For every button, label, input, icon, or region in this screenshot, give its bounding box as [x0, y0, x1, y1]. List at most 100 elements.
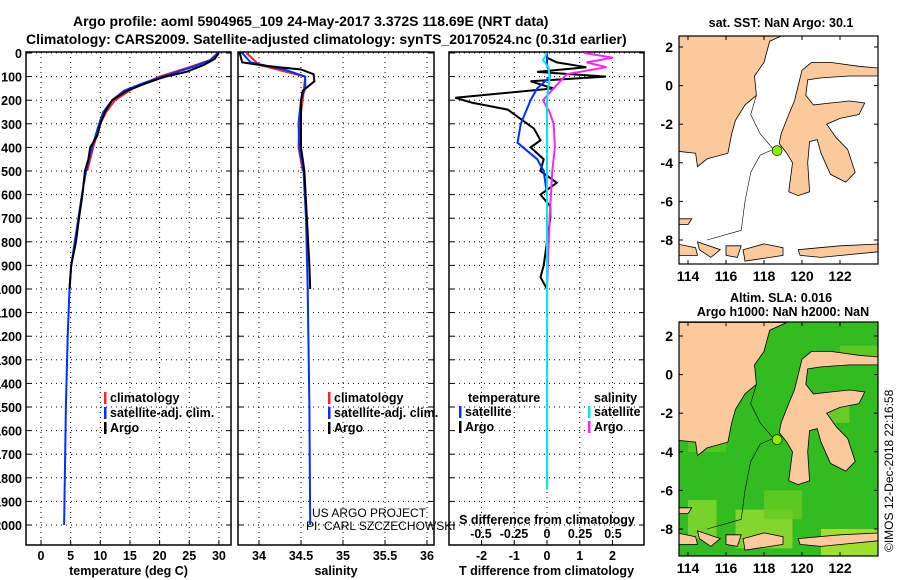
series-satellite-adj-clim- [241, 52, 312, 526]
map-x-tick-label: 122 [828, 560, 852, 576]
y-tick-label: 1600 [0, 425, 22, 439]
map-y-tick-label: -8 [661, 521, 674, 537]
x2-tick-label: 0 [544, 527, 551, 541]
x-tick-label: 35.5 [373, 549, 397, 563]
y-tick-label: 1200 [0, 330, 22, 344]
legend-title-temperature: temperature [468, 391, 540, 405]
legend-entry: Argo [334, 421, 364, 435]
sla-patch [764, 490, 802, 520]
legend-entry: Argo [110, 421, 140, 435]
x-tick-label: -2 [476, 549, 487, 563]
map-y-tick-label: 2 [665, 39, 673, 55]
map-y-tick-label: -2 [661, 405, 674, 421]
land-mass [742, 532, 784, 551]
legend-swatch [588, 421, 591, 433]
land-mass [696, 241, 722, 258]
land-mass [797, 532, 878, 547]
land-mass [778, 62, 878, 197]
y-tick-label: 1500 [0, 401, 22, 415]
x-tick-label: 34.5 [289, 549, 313, 563]
legend-swatch [459, 406, 462, 418]
x-tick-label: 10 [93, 549, 107, 563]
x-tick-label: 1 [576, 549, 583, 563]
map-x-tick-label: 116 [715, 268, 738, 284]
y-tick-label: 500 [1, 165, 22, 179]
sla-map-title-2: Argo h1000: NaN h2000: NaN [697, 305, 869, 319]
y-tick-label: 300 [1, 118, 22, 132]
y-tick-label: 100 [1, 71, 22, 85]
legend-entry: satellite [465, 405, 512, 419]
x2-tick-label: -0.5 [470, 527, 492, 541]
legend-swatch [459, 421, 462, 433]
map-x-tick-label: 118 [753, 268, 776, 284]
y-tick-label: 1400 [0, 377, 22, 391]
x-tick-label: 0 [38, 549, 45, 563]
x-tick-label: 36 [420, 549, 434, 563]
map-y-tick-label: 2 [665, 328, 673, 344]
series-climatology [86, 52, 219, 172]
map-x-tick-label: 122 [828, 268, 852, 284]
map-x-tick-label: 116 [715, 560, 738, 576]
legend-swatch [328, 392, 331, 404]
land-mass [679, 532, 699, 545]
project-line-2: PI: CARL SZCZECHOWSKI [306, 519, 456, 533]
y-tick-label: 600 [1, 189, 22, 203]
y-tick-label: 700 [1, 212, 22, 226]
map-y-tick-label: -8 [661, 232, 674, 248]
legend-swatch [328, 407, 331, 419]
land-mass [679, 507, 693, 514]
y-tick-label: 1900 [0, 495, 22, 509]
x-tick-label: 25 [182, 549, 196, 563]
y-tick-label: 1100 [0, 307, 22, 321]
map-y-tick-label: -4 [661, 155, 674, 171]
land-mass [679, 322, 787, 457]
legend-swatch [104, 407, 107, 419]
map-y-tick-label: -6 [661, 193, 674, 209]
legend-title-salinity: salinity [594, 391, 637, 405]
legend-entry: climatology [110, 391, 180, 405]
x-axis-label: temperature (deg C) [69, 564, 188, 578]
argo-position-marker [771, 434, 783, 445]
isobath [706, 95, 774, 241]
legend-swatch [328, 422, 331, 434]
land-mass [742, 243, 784, 262]
x-tick-label: 35 [336, 549, 350, 563]
x-tick-label: -1 [509, 549, 520, 563]
land-mass [679, 218, 693, 225]
land-mass [679, 36, 783, 168]
legend-entry: satellite-adj. clim. [334, 406, 438, 420]
title-line-1: Argo profile: aoml 5904965_109 24-May-20… [73, 13, 548, 29]
y-tick-label: 200 [1, 94, 22, 108]
y-tick-label: 1000 [0, 283, 22, 297]
x2-tick-label: 0.25 [568, 527, 592, 541]
series-s-satellite [541, 52, 551, 490]
y-tick-label: 1300 [0, 354, 22, 368]
series-climatology [245, 52, 307, 172]
land-mass [725, 245, 742, 258]
y-tick-label: 2000 [0, 519, 22, 533]
sla-map: 114 116 118 120 122 2 0 -2 -4 -6 -8 [661, 321, 879, 576]
x-tick-label: 5 [67, 549, 74, 563]
title-line-2: Climatology: CARS2009. Satellite-adjuste… [26, 31, 627, 47]
map-x-tick-label: 114 [677, 560, 700, 576]
series-argo [238, 52, 316, 290]
map-y-tick-label: 0 [665, 367, 673, 383]
y-tick-label: 1800 [0, 472, 22, 486]
sst-map: 114 116 118 120 122 2 0 -2 -4 -6 -8 [661, 35, 879, 284]
map-y-tick-label: -2 [661, 116, 674, 132]
x2-axis-label: S difference from climatology [459, 513, 635, 527]
x2-tick-label: 0.5 [604, 527, 621, 541]
map-frame [678, 35, 879, 265]
series-s-argo [541, 52, 614, 290]
land-mass [725, 534, 742, 547]
x-tick-label: 20 [153, 549, 167, 563]
map-content [679, 322, 878, 556]
isobath [706, 384, 774, 530]
y-tick-label: 400 [1, 141, 22, 155]
y-tick-label: 800 [1, 236, 22, 250]
map-y-tick-label: 0 [665, 78, 673, 94]
map-x-tick-label: 120 [790, 560, 814, 576]
land-mass [797, 243, 878, 258]
y-tick-label: 1700 [0, 448, 22, 462]
